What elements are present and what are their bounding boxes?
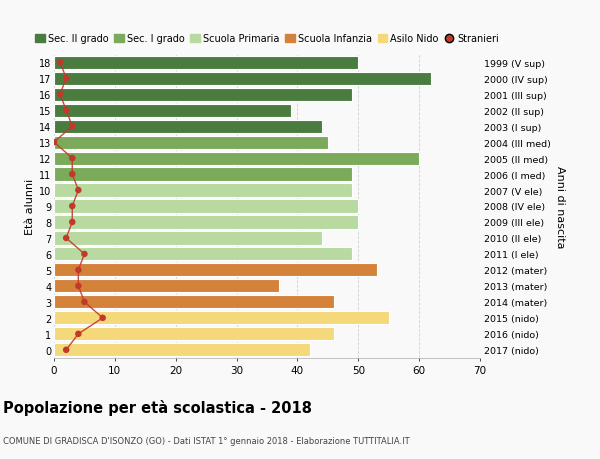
Bar — [54, 200, 358, 213]
Text: COMUNE DI GRADISCA D'ISONZO (GO) - Dati ISTAT 1° gennaio 2018 - Elaborazione TUT: COMUNE DI GRADISCA D'ISONZO (GO) - Dati … — [3, 436, 410, 445]
Bar — [54, 168, 352, 181]
Bar — [54, 264, 377, 277]
Point — [55, 91, 65, 99]
Point — [74, 283, 83, 290]
Text: Popolazione per età scolastica - 2018: Popolazione per età scolastica - 2018 — [3, 399, 312, 415]
Bar — [54, 216, 358, 229]
Bar — [54, 152, 419, 165]
Point — [80, 298, 89, 306]
Point — [55, 59, 65, 67]
Bar — [54, 280, 279, 293]
Y-axis label: Anni di nascita: Anni di nascita — [555, 165, 565, 248]
Legend: Sec. II grado, Sec. I grado, Scuola Primaria, Scuola Infanzia, Asilo Nido, Stran: Sec. II grado, Sec. I grado, Scuola Prim… — [35, 34, 499, 44]
Point — [61, 347, 71, 354]
Point — [98, 314, 107, 322]
Bar — [54, 136, 328, 149]
Bar — [54, 312, 389, 325]
Bar — [54, 73, 431, 85]
Bar — [54, 343, 310, 357]
Point — [74, 330, 83, 338]
Bar — [54, 104, 292, 118]
Bar — [54, 56, 358, 70]
Point — [61, 75, 71, 83]
Point — [74, 187, 83, 194]
Bar — [54, 120, 322, 134]
Point — [61, 107, 71, 115]
Point — [61, 235, 71, 242]
Point — [49, 139, 59, 146]
Bar — [54, 232, 322, 245]
Bar — [54, 248, 352, 261]
Point — [67, 123, 77, 130]
Point — [67, 171, 77, 179]
Bar — [54, 328, 334, 341]
Point — [80, 251, 89, 258]
Y-axis label: Età alunni: Età alunni — [25, 179, 35, 235]
Point — [67, 155, 77, 162]
Bar — [54, 89, 352, 101]
Point — [67, 219, 77, 226]
Bar — [54, 184, 352, 197]
Bar — [54, 296, 334, 309]
Point — [74, 267, 83, 274]
Point — [67, 203, 77, 210]
